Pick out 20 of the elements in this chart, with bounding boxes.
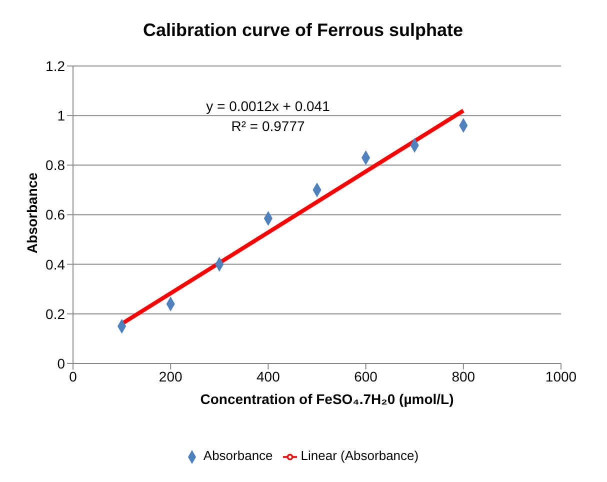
y-tick-label: 1 [57,108,66,124]
y-tick-label: 0.4 [46,256,66,272]
annotation: R² = 0.9777 [230,117,306,136]
x-tick-label: 200 [158,368,182,384]
annotation: y = 0.0012x + 0.041 [205,97,331,116]
x-tick-label: 400 [256,368,280,384]
y-tick-label: 1.2 [46,58,66,74]
legend-label: Linear (Absorbance) [300,448,419,464]
chart-title: Calibration curve of Ferrous sulphate [142,20,464,41]
x-tick-label: 0 [69,368,78,384]
x-tick-label: 600 [354,368,378,384]
y-tick-label: 0.8 [46,157,66,174]
x-tick-label: 1000 [545,368,577,384]
x-tick-label: 800 [452,368,476,384]
x-axis-title: Concentration of FeSO₄.7H₂0 (µmol/L) [199,391,455,407]
y-tick-label: 0.2 [46,306,66,322]
y-tick-label: 0 [57,355,66,372]
y-tick-label: 0.6 [46,206,66,223]
y-axis-title: Absorbance [24,172,40,254]
legend-label: Absorbance [203,448,273,464]
